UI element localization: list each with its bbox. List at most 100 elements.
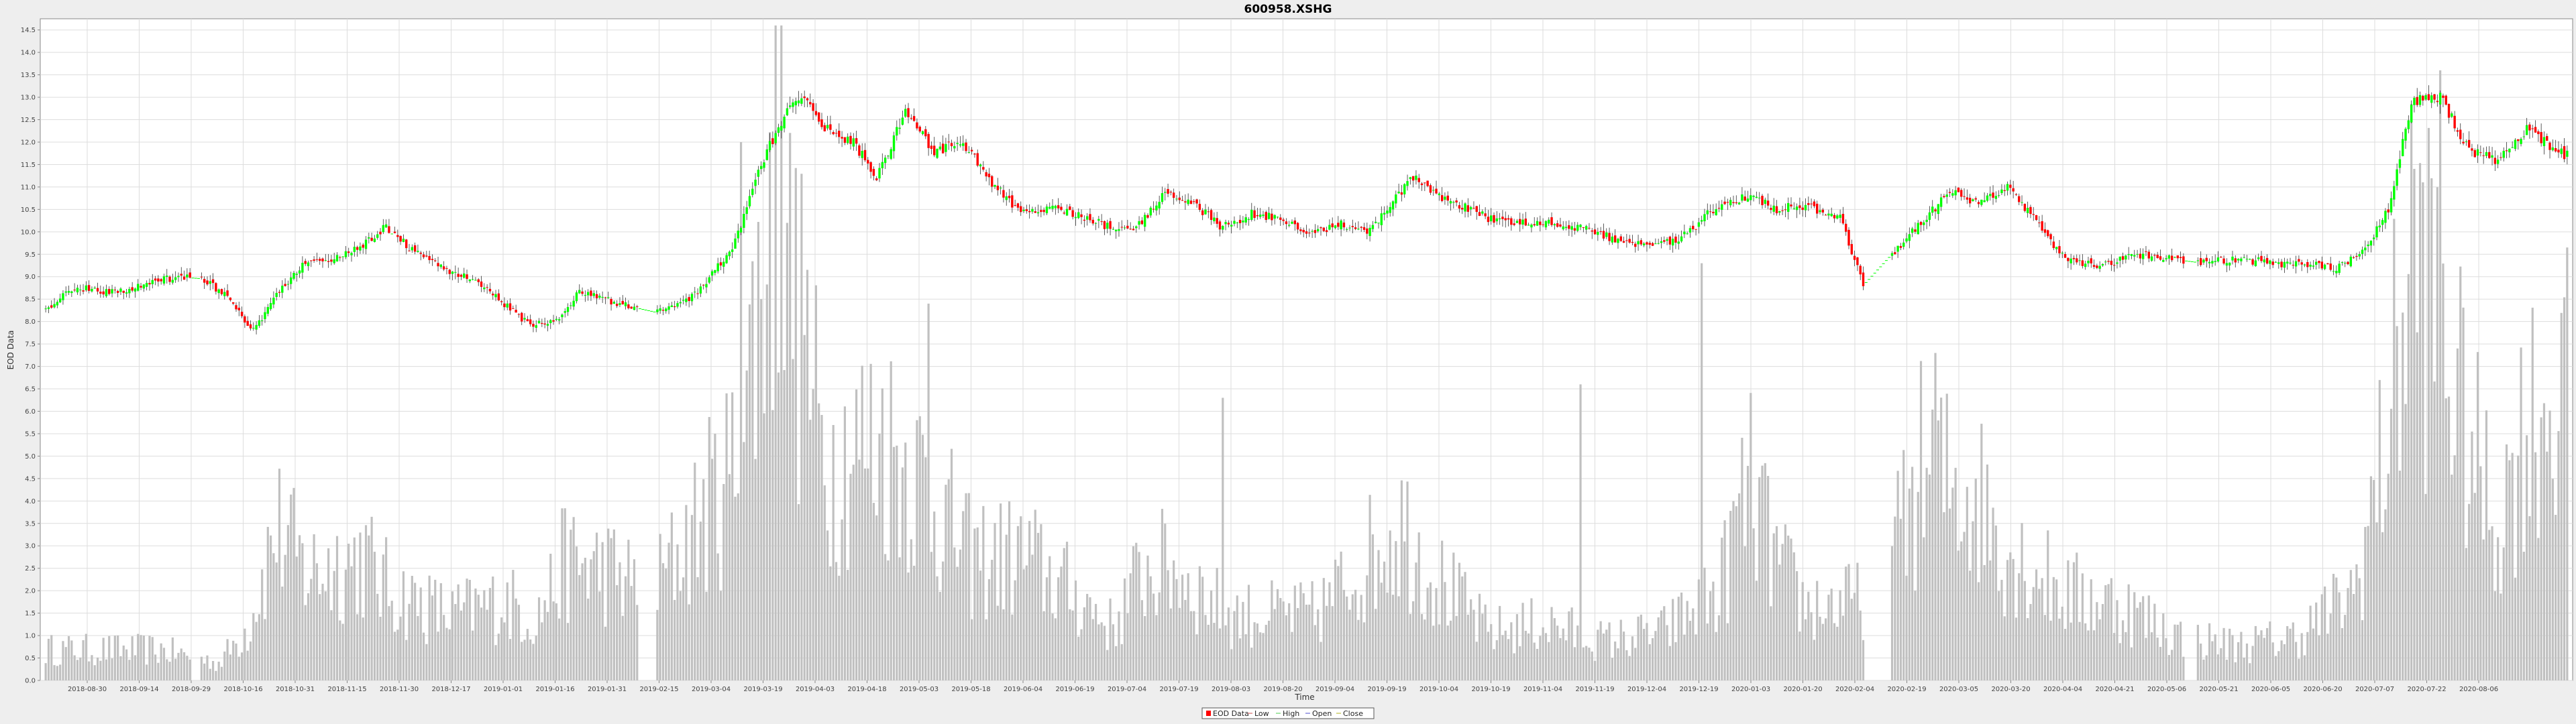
volume-bar	[575, 546, 578, 680]
volume-bar	[601, 542, 604, 680]
volume-bar	[1279, 598, 1282, 680]
candle-body	[2557, 149, 2560, 153]
volume-bar	[1686, 601, 1688, 680]
volume-bar	[1775, 526, 1778, 680]
candle-body	[333, 259, 335, 263]
volume-bar	[266, 526, 269, 680]
volume-bar	[1772, 533, 1775, 680]
volume-bar	[2277, 651, 2280, 680]
volume-bar	[2404, 404, 2407, 680]
candle-body	[1320, 227, 1322, 229]
candle-body	[64, 291, 67, 293]
volume-bar	[2318, 635, 2320, 680]
volume-bar	[907, 572, 910, 680]
candle-body	[2485, 152, 2488, 156]
volume-bar	[2107, 584, 2110, 680]
volume-bar	[1972, 521, 1974, 680]
volume-bar	[1484, 604, 1487, 680]
volume-bar	[636, 605, 639, 680]
x-tick-label: 2019-03-04	[692, 686, 731, 693]
volume-bar	[292, 487, 295, 680]
candle-body	[2084, 263, 2087, 267]
volume-bar	[1348, 609, 1351, 680]
volume-bar	[875, 515, 878, 680]
candle-body	[1025, 209, 1028, 211]
candle-body	[2047, 230, 2049, 237]
volume-bar	[1429, 582, 1432, 680]
candle-body	[347, 251, 350, 253]
volume-bar	[901, 467, 904, 680]
candle-body	[1334, 225, 1337, 229]
volume-bar	[2347, 588, 2349, 680]
candle-body	[1686, 233, 1688, 235]
volume-bar	[1709, 591, 1712, 680]
candle-body	[1631, 241, 1634, 243]
candle-body	[1894, 252, 1896, 255]
candle-body	[1014, 204, 1016, 206]
volume-bar	[2018, 573, 2021, 680]
volume-bar	[1643, 629, 1646, 680]
candle-body	[1415, 175, 1417, 180]
candle-body	[419, 252, 422, 254]
candle-body	[947, 141, 950, 143]
candle-body	[417, 251, 419, 252]
candle-body	[910, 117, 913, 119]
y-tick-label: 0.5	[25, 655, 36, 662]
candle-body	[87, 285, 91, 291]
candle-body	[1564, 227, 1568, 229]
volume-bar	[353, 537, 356, 680]
candle-body	[1461, 208, 1464, 210]
volume-bar	[1914, 591, 1917, 680]
volume-bar	[272, 553, 275, 680]
volume-bar	[861, 365, 863, 680]
candle-body	[206, 280, 209, 285]
volume-bar	[1322, 578, 1325, 680]
volume-bar	[1752, 528, 1755, 680]
y-tick-label: 3.0	[25, 543, 36, 550]
volume-bar	[979, 570, 982, 680]
volume-bar	[1271, 580, 1273, 680]
volume-bar	[1368, 495, 1371, 680]
candle-body	[2315, 261, 2318, 265]
volume-bar	[255, 621, 258, 680]
volume-bar	[2542, 403, 2546, 680]
candle-body	[872, 168, 875, 176]
candle-body	[457, 274, 460, 278]
volume-bar	[2430, 178, 2433, 680]
volume-bar	[2520, 347, 2522, 680]
candle-body	[1375, 221, 1377, 223]
candle-body	[373, 238, 376, 242]
candle-body	[2416, 97, 2418, 105]
volume-bar	[1262, 633, 1265, 680]
volume-bar	[1452, 552, 1455, 680]
volume-bar	[1487, 631, 1490, 680]
volume-bar	[1816, 581, 1819, 680]
volume-bar	[1470, 599, 1472, 680]
candle-body	[1827, 213, 1830, 216]
candle-body	[2551, 147, 2555, 151]
volume-bar	[2416, 332, 2418, 681]
volume-bar	[991, 560, 994, 680]
candle-body	[2511, 147, 2514, 148]
candle-body	[2265, 257, 2269, 264]
candle-body	[319, 259, 321, 261]
candle-body	[480, 281, 483, 287]
candle-body	[1351, 226, 1354, 227]
volume-bar	[1100, 622, 1103, 680]
candle-body	[231, 302, 235, 304]
volume-bar	[73, 655, 76, 680]
candle-body	[313, 259, 315, 261]
volume-bar	[757, 222, 759, 680]
candle-body	[2436, 101, 2439, 103]
candle-body	[2159, 256, 2162, 260]
volume-bar	[67, 636, 70, 680]
volume-bar	[102, 638, 105, 680]
candle-body	[1400, 192, 1403, 195]
volume-bar	[2424, 493, 2427, 680]
candle-body	[483, 287, 486, 290]
candle-body	[1602, 231, 1605, 239]
candle-body	[2566, 150, 2569, 157]
candle-body	[1539, 221, 1542, 225]
candle-body	[324, 260, 327, 261]
candle-body	[1040, 210, 1042, 213]
